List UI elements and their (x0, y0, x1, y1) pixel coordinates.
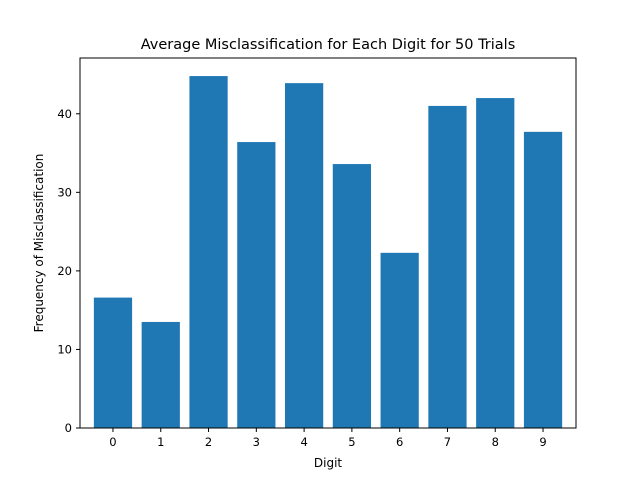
x-tick-label: 9 (539, 435, 546, 449)
x-axis-label: Digit (314, 456, 343, 470)
x-tick-label: 5 (348, 435, 355, 449)
chart-title: Average Misclassification for Each Digit… (141, 37, 516, 53)
x-tick-label: 4 (300, 435, 307, 449)
bar-digit-1 (141, 321, 180, 428)
y-axis-ticks: 0 10 20 30 40 (57, 107, 80, 435)
bar-digit-5 (332, 164, 372, 429)
bar-digit-2 (189, 76, 228, 428)
bar-digit-8 (476, 98, 515, 428)
bar-digit-3 (237, 142, 276, 428)
y-tick-label: 30 (57, 185, 72, 199)
x-tick-label: 2 (205, 435, 212, 449)
y-tick-label: 10 (57, 342, 72, 356)
bar-digit-9 (523, 131, 563, 428)
bar-digit-7 (428, 105, 467, 429)
x-tick-label: 0 (109, 435, 116, 449)
x-tick-label: 6 (396, 435, 403, 449)
y-tick-label: 0 (65, 421, 72, 435)
x-tick-label: 8 (492, 435, 499, 449)
y-axis-label: Frequency of Misclassification (32, 154, 46, 333)
bar-digit-6 (380, 252, 419, 428)
x-axis-ticks: 0 1 2 3 4 5 6 7 8 9 (109, 428, 547, 449)
bar-digit-4 (284, 83, 324, 428)
x-tick-label: 3 (253, 435, 260, 449)
bar-digit-0 (93, 297, 133, 428)
bars-group (93, 76, 563, 429)
y-tick-label: 20 (57, 264, 72, 278)
x-tick-label: 7 (444, 435, 451, 449)
x-tick-label: 1 (157, 435, 164, 449)
y-tick-label: 40 (57, 107, 72, 121)
plot-area-frame (79, 57, 577, 429)
